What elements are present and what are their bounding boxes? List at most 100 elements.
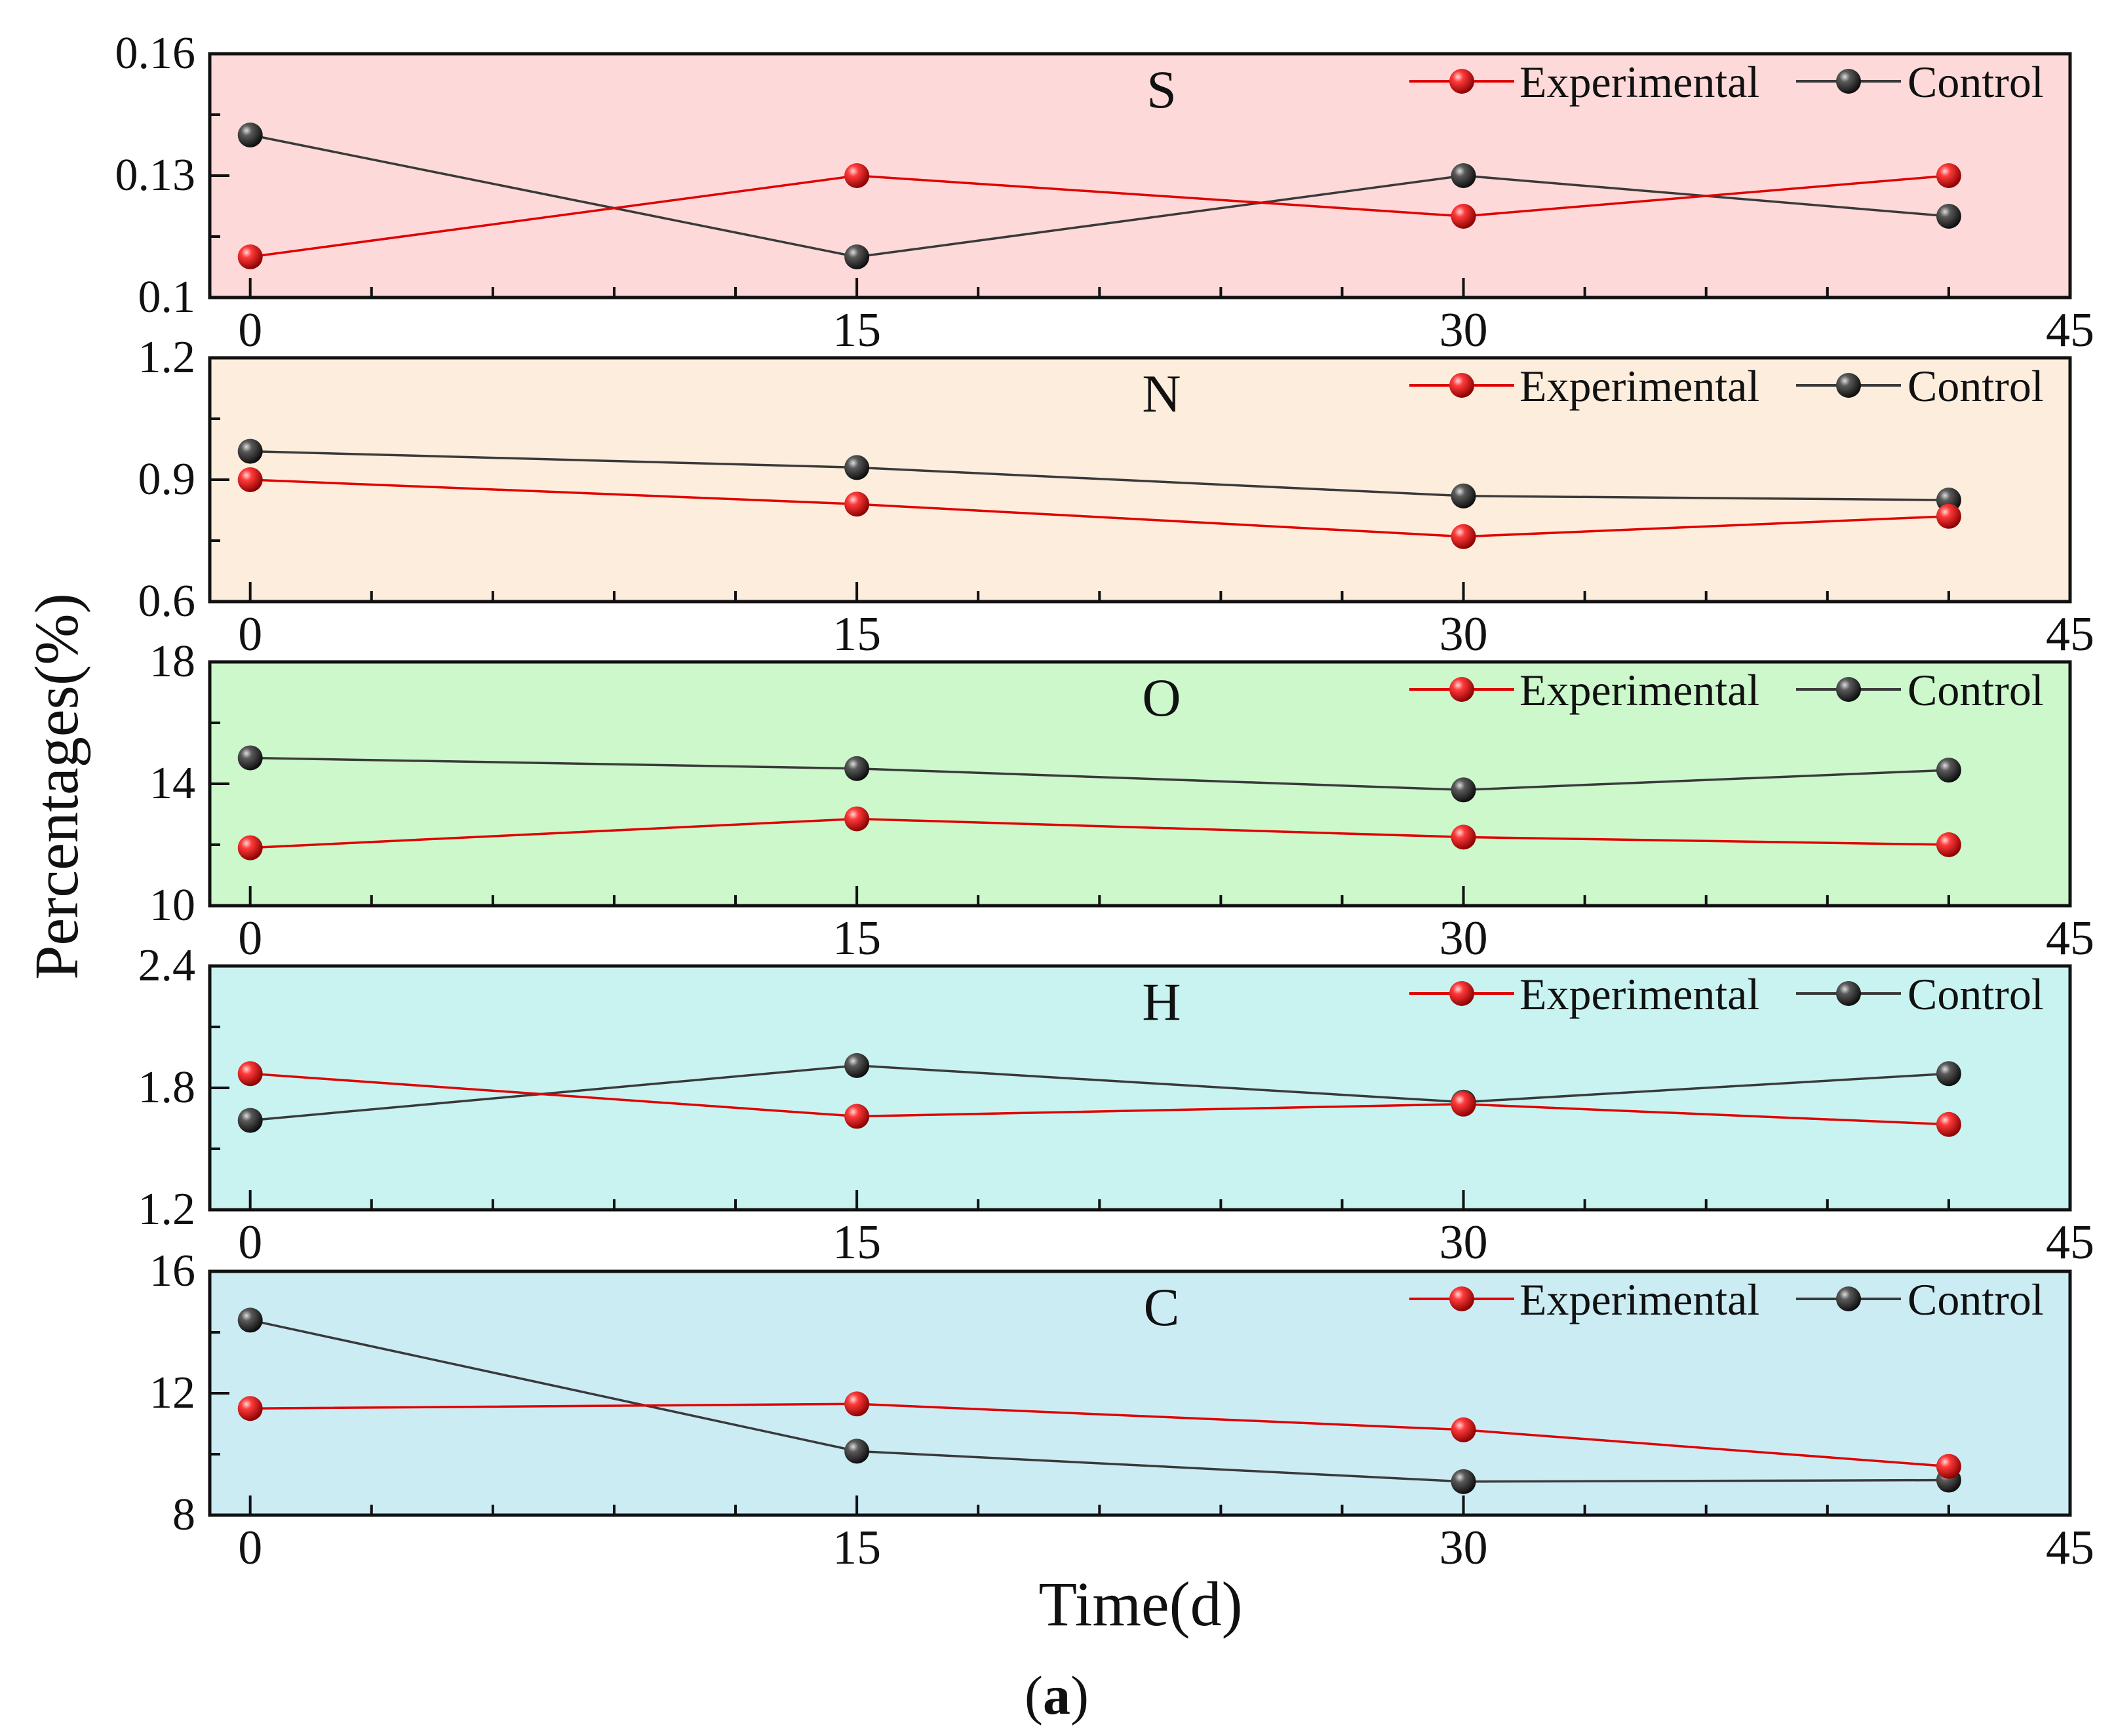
point-experimental bbox=[844, 1104, 870, 1129]
figure-caption: (a) bbox=[1025, 1665, 1089, 1726]
y-tick-label: 0.9 bbox=[138, 454, 196, 505]
y-tick-label: 14 bbox=[149, 758, 195, 809]
y-tick-label: 0.13 bbox=[115, 150, 196, 201]
y-tick-label: 2.4 bbox=[138, 940, 196, 991]
point-experimental bbox=[1936, 163, 1961, 188]
series-line-experimental bbox=[250, 1402, 1949, 1468]
panel-c-title: C bbox=[1144, 1277, 1180, 1337]
legend-marker-control bbox=[1836, 373, 1861, 398]
point-control bbox=[237, 1108, 263, 1133]
series-line-control bbox=[250, 1319, 1949, 1483]
panel-c: 8 12 16 0 15 30 45 C Experimental Control bbox=[149, 1246, 2094, 1575]
y-tick-label: 16 bbox=[149, 1246, 195, 1296]
point-control bbox=[844, 1438, 870, 1464]
point-experimental bbox=[237, 467, 263, 492]
panel-n-frame bbox=[208, 356, 2072, 604]
y-tick-label: 10 bbox=[149, 880, 195, 931]
x-tick-label: 30 bbox=[1439, 303, 1488, 357]
point-experimental bbox=[237, 835, 263, 860]
x-tick-label: 0 bbox=[238, 1521, 262, 1575]
panel-h: 1.2 1.8 2.4 0 15 30 45 H Experimental Control bbox=[138, 940, 2095, 1269]
panel-c-background bbox=[210, 1271, 2070, 1515]
y-tick-label: 12 bbox=[149, 1368, 195, 1418]
series-line-control bbox=[250, 450, 1949, 501]
legend-label-control: Control bbox=[1908, 969, 2044, 1019]
legend: Experimental Control bbox=[1409, 1275, 2044, 1324]
y-axis-title: Percentages(%) bbox=[23, 593, 91, 980]
caption-open: ( bbox=[1025, 1665, 1043, 1726]
x-tick-label: 15 bbox=[832, 1216, 881, 1269]
x-tick-label: 15 bbox=[832, 912, 881, 965]
point-experimental bbox=[1936, 503, 1961, 529]
caption-letter: a bbox=[1043, 1665, 1070, 1726]
legend: Experimental Control bbox=[1409, 969, 2044, 1019]
x-tick-label: 45 bbox=[2046, 1216, 2094, 1269]
series-line-experimental bbox=[250, 478, 1949, 538]
y-tick-label: 18 bbox=[149, 636, 195, 687]
y-tick-label: 1.2 bbox=[138, 332, 196, 383]
series-line-experimental bbox=[250, 817, 1949, 849]
panel-o-frame bbox=[208, 660, 2072, 908]
x-tick-label: 30 bbox=[1439, 608, 1488, 661]
legend-marker-control bbox=[1836, 69, 1861, 94]
point-control bbox=[844, 244, 870, 269]
point-control bbox=[1936, 758, 1961, 783]
panel-n-title: N bbox=[1142, 364, 1181, 423]
point-experimental bbox=[844, 492, 870, 517]
panel-h-frame bbox=[208, 964, 2072, 1212]
x-tick-label: 0 bbox=[238, 303, 262, 357]
point-control bbox=[237, 745, 263, 771]
point-experimental bbox=[237, 1396, 263, 1421]
panel-s: 0.1 0.13 0.16 0 15 30 45 S Experimental Control bbox=[115, 28, 2095, 357]
point-control bbox=[237, 123, 263, 147]
series-line-control bbox=[250, 1064, 1949, 1122]
x-tick-label: 30 bbox=[1439, 1521, 1488, 1575]
panel-c-frame bbox=[208, 1269, 2072, 1517]
panel-s-title: S bbox=[1146, 60, 1177, 119]
legend: Experimental Control bbox=[1409, 361, 2044, 411]
legend-marker-experimental bbox=[1449, 69, 1474, 94]
y-tick-label: 0.16 bbox=[115, 28, 196, 79]
legend-marker-experimental bbox=[1449, 373, 1474, 398]
legend-label-experimental: Experimental bbox=[1519, 1275, 1759, 1324]
point-control bbox=[1451, 163, 1476, 188]
x-tick-label: 15 bbox=[832, 1521, 881, 1575]
x-tick-label: 15 bbox=[832, 608, 881, 661]
point-experimental bbox=[1451, 1091, 1476, 1117]
legend-label-control: Control bbox=[1908, 1275, 2044, 1324]
legend-label-control: Control bbox=[1908, 665, 2044, 715]
x-tick-label: 45 bbox=[2046, 912, 2094, 965]
legend-marker-experimental bbox=[1449, 981, 1474, 1006]
x-tick-label: 30 bbox=[1439, 912, 1488, 965]
point-experimental bbox=[844, 1391, 870, 1417]
series-line-experimental bbox=[250, 1072, 1949, 1126]
point-experimental bbox=[237, 244, 263, 269]
point-experimental bbox=[844, 163, 870, 188]
panel-s-frame bbox=[208, 52, 2072, 299]
panel-o-background bbox=[210, 662, 2070, 906]
point-control bbox=[237, 1307, 263, 1333]
point-experimental bbox=[1936, 832, 1961, 857]
point-control bbox=[844, 1052, 870, 1078]
legend: Experimental Control bbox=[1409, 57, 2044, 107]
panel-s-background bbox=[210, 54, 2070, 298]
x-axis-title: Time(d) bbox=[1038, 1569, 1242, 1639]
y-tick-label: 0.6 bbox=[138, 576, 196, 627]
panel-h-title: H bbox=[1142, 972, 1181, 1032]
legend-marker-control bbox=[1836, 981, 1861, 1006]
x-tick-label: 0 bbox=[238, 1216, 262, 1269]
legend-label-experimental: Experimental bbox=[1519, 665, 1759, 715]
point-experimental bbox=[1451, 824, 1476, 850]
point-experimental bbox=[844, 806, 870, 832]
x-tick-label: 15 bbox=[832, 303, 881, 357]
point-experimental bbox=[1451, 1417, 1476, 1442]
legend-label-experimental: Experimental bbox=[1519, 361, 1759, 411]
y-tick-label: 0.1 bbox=[138, 272, 196, 322]
point-experimental bbox=[1936, 1454, 1961, 1479]
x-tick-label: 45 bbox=[2046, 1521, 2094, 1575]
point-experimental bbox=[237, 1061, 263, 1087]
point-control bbox=[1936, 204, 1961, 229]
y-tick-label: 1.8 bbox=[138, 1062, 196, 1113]
series-line-experimental bbox=[250, 174, 1949, 258]
